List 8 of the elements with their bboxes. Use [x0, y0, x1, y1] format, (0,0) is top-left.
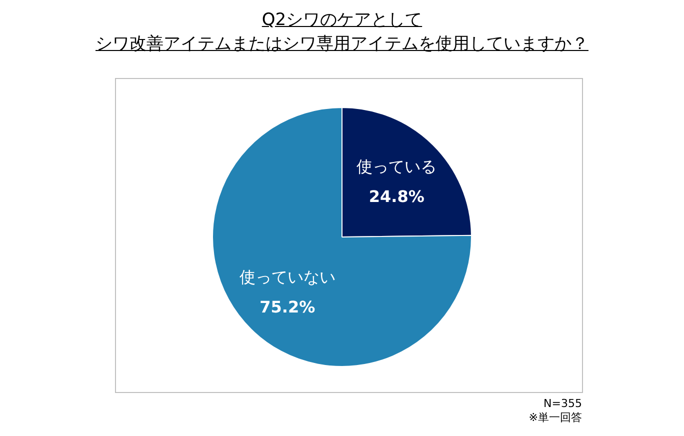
slice-label: 使っている — [356, 156, 437, 176]
text: N=355 — [542, 397, 582, 411]
chart-subtitle: シワ改善アイテムまたはシワ専用アイテムを使用していますか？ — [96, 34, 588, 54]
chart-title: Q2シワのケアとして — [262, 10, 422, 30]
data-label: 24.8% — [368, 186, 424, 206]
text: ※単一回答 — [528, 411, 582, 425]
slice-label: 使っていない — [239, 267, 336, 286]
data-label: 75.2% — [260, 297, 316, 316]
